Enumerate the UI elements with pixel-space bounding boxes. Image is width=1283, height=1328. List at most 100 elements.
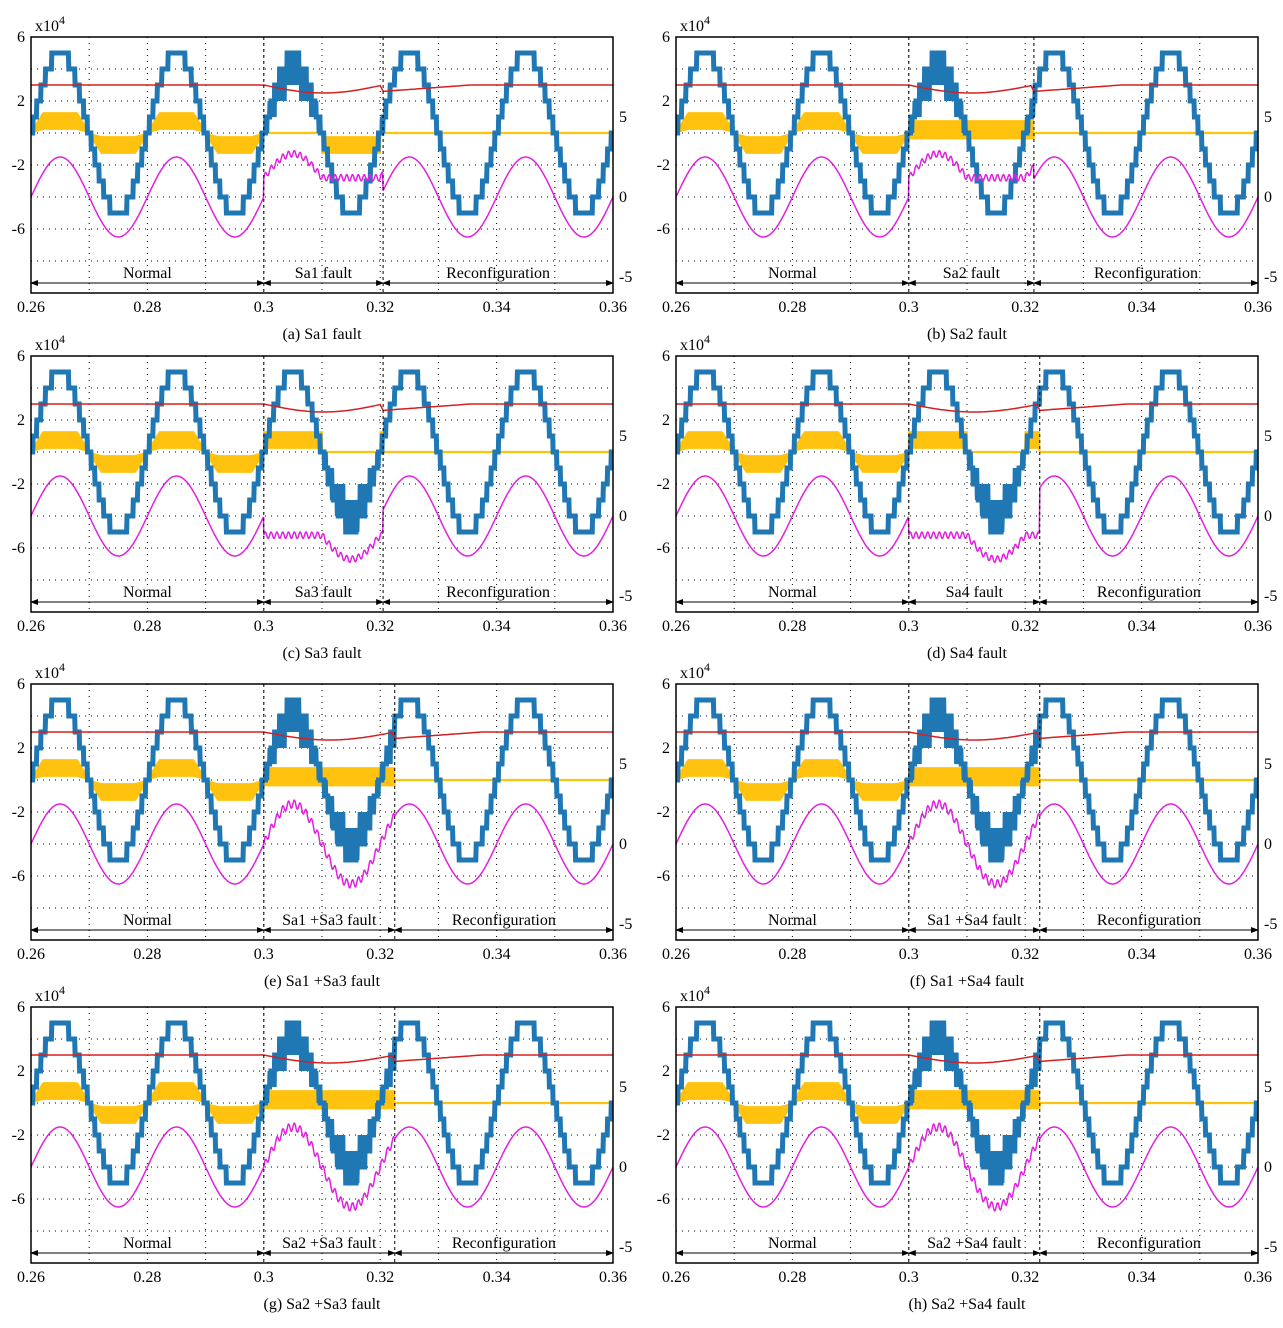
right-tick-label: 0 xyxy=(1264,189,1272,206)
x-tick-label: 0.26 xyxy=(17,946,45,963)
x-tick-label: 0.28 xyxy=(778,1269,806,1286)
panel-d: Normal Sa4 fault Reconfiguration 6 2 -2 -6 5 0 -5… xyxy=(657,332,1278,662)
series-current xyxy=(676,1122,1258,1212)
plot-frame xyxy=(675,1006,1259,1264)
left-tick-label: 6 xyxy=(17,999,25,1016)
x-tick-label: 0.32 xyxy=(366,1269,394,1286)
x-tick-label: 0.28 xyxy=(778,299,806,316)
x-tick-label: 0.32 xyxy=(366,946,394,963)
region-label-fault: Sa1 +Sa4 fault xyxy=(927,912,1022,929)
x-tick-label: 0.28 xyxy=(778,946,806,963)
left-tick-label: -2 xyxy=(12,157,25,174)
panel-caption: (g) Sa2 +Sa3 fault xyxy=(264,1296,382,1313)
x-tick-label: 0.28 xyxy=(778,618,806,635)
region-label-reconfig: Reconfiguration xyxy=(446,265,550,282)
series-staircase-voltage xyxy=(676,1020,1258,1186)
right-tick-label: -5 xyxy=(1264,269,1277,286)
series-current xyxy=(31,799,613,889)
series-current xyxy=(676,799,1258,889)
panel-caption: (h) Sa2 +Sa4 fault xyxy=(909,1296,1027,1313)
left-tick-label: -6 xyxy=(12,868,25,885)
x-tick-label: 0.26 xyxy=(662,946,690,963)
axis-multiplier: x104 xyxy=(680,983,710,1005)
x-tick-label: 0.26 xyxy=(662,618,690,635)
panel-a: Normal Sa1 fault Reconfiguration 6 2 -2 -6 5 0 -5… xyxy=(12,13,633,343)
series-current xyxy=(31,149,613,238)
left-tick-label: 6 xyxy=(17,29,25,46)
series-staircase-voltage xyxy=(31,697,613,863)
left-tick-label: 2 xyxy=(17,740,25,757)
left-tick-label: -6 xyxy=(657,540,670,557)
region-label-normal: Normal xyxy=(768,912,817,929)
x-tick-label: 0.34 xyxy=(1128,1269,1156,1286)
series-current xyxy=(676,475,1258,564)
panel-caption: (d) Sa4 fault xyxy=(927,645,1008,662)
panel-c: Normal Sa3 fault Reconfiguration 6 2 -2 -6 5 0 -5… xyxy=(12,332,633,662)
right-tick-label: 0 xyxy=(619,508,627,525)
left-tick-label: -2 xyxy=(657,1127,670,1144)
left-tick-label: -6 xyxy=(657,868,670,885)
left-tick-label: -6 xyxy=(12,540,25,557)
x-tick-label: 0.32 xyxy=(1011,946,1039,963)
region-label-fault: Sa4 fault xyxy=(946,584,1004,601)
series-current xyxy=(676,149,1258,238)
series-current xyxy=(31,1122,613,1212)
region-label-normal: Normal xyxy=(123,265,172,282)
left-tick-label: 2 xyxy=(17,93,25,110)
plot-frame xyxy=(675,36,1259,294)
panel-e: Normal Sa1 +Sa3 fault Reconfiguration 6 2 -2 -… xyxy=(12,660,633,990)
region-label-fault: Sa3 fault xyxy=(295,584,353,601)
left-tick-label: 6 xyxy=(17,348,25,365)
right-tick-label: 5 xyxy=(619,1079,627,1096)
left-tick-label: -6 xyxy=(12,1191,25,1208)
series-staircase-voltage xyxy=(676,697,1258,863)
right-tick-label: 5 xyxy=(1264,756,1272,773)
panel-g: Normal Sa2 +Sa3 fault Reconfiguration 6 2 -2 -… xyxy=(12,983,633,1313)
series-current xyxy=(31,475,613,564)
region-label-reconfig: Reconfiguration xyxy=(452,1235,556,1252)
plot-frame xyxy=(675,683,1259,941)
plot-frame xyxy=(675,355,1259,613)
x-tick-label: 0.34 xyxy=(483,946,511,963)
x-tick-label: 0.34 xyxy=(483,1269,511,1286)
x-tick-label: 0.34 xyxy=(1128,946,1156,963)
x-tick-label: 0.36 xyxy=(599,299,627,316)
region-label-reconfig: Reconfiguration xyxy=(452,912,556,929)
left-tick-label: -2 xyxy=(657,804,670,821)
series-dc-level xyxy=(676,1054,1258,1064)
x-tick-label: 0.3 xyxy=(254,618,274,635)
x-tick-label: 0.36 xyxy=(599,1269,627,1286)
panel-caption: (a) Sa1 fault xyxy=(282,326,362,343)
right-tick-label: 5 xyxy=(619,428,627,445)
panel-f: Normal Sa1 +Sa4 fault Reconfiguration 6 2 -2 -… xyxy=(657,660,1278,990)
series-staircase-voltage xyxy=(31,1020,613,1186)
right-tick-label: -5 xyxy=(1264,916,1277,933)
left-tick-label: -2 xyxy=(657,157,670,174)
left-tick-label: 6 xyxy=(662,29,670,46)
right-tick-label: -5 xyxy=(619,588,632,605)
axis-multiplier: x104 xyxy=(680,332,710,354)
x-tick-label: 0.36 xyxy=(1244,1269,1272,1286)
x-tick-label: 0.3 xyxy=(254,946,274,963)
right-tick-label: 0 xyxy=(1264,1159,1272,1176)
x-tick-label: 0.34 xyxy=(1128,618,1156,635)
series-staircase-voltage xyxy=(676,50,1258,216)
axis-multiplier: x104 xyxy=(35,660,65,682)
x-tick-label: 0.32 xyxy=(366,618,394,635)
grid xyxy=(676,356,1258,612)
x-tick-label: 0.32 xyxy=(1011,1269,1039,1286)
right-tick-label: 0 xyxy=(619,1159,627,1176)
right-tick-label: 0 xyxy=(619,836,627,853)
right-tick-label: 5 xyxy=(619,109,627,126)
right-tick-label: 5 xyxy=(1264,109,1272,126)
left-tick-label: 6 xyxy=(662,676,670,693)
grid xyxy=(31,356,613,612)
right-tick-label: 5 xyxy=(1264,428,1272,445)
left-tick-label: -2 xyxy=(12,476,25,493)
panel-h: Normal Sa2 +Sa4 fault Reconfiguration 6 2 -2 -… xyxy=(657,983,1278,1313)
axis-multiplier: x104 xyxy=(35,332,65,354)
left-tick-label: -2 xyxy=(12,804,25,821)
x-tick-label: 0.36 xyxy=(1244,946,1272,963)
region-label-normal: Normal xyxy=(123,912,172,929)
x-tick-label: 0.36 xyxy=(1244,299,1272,316)
